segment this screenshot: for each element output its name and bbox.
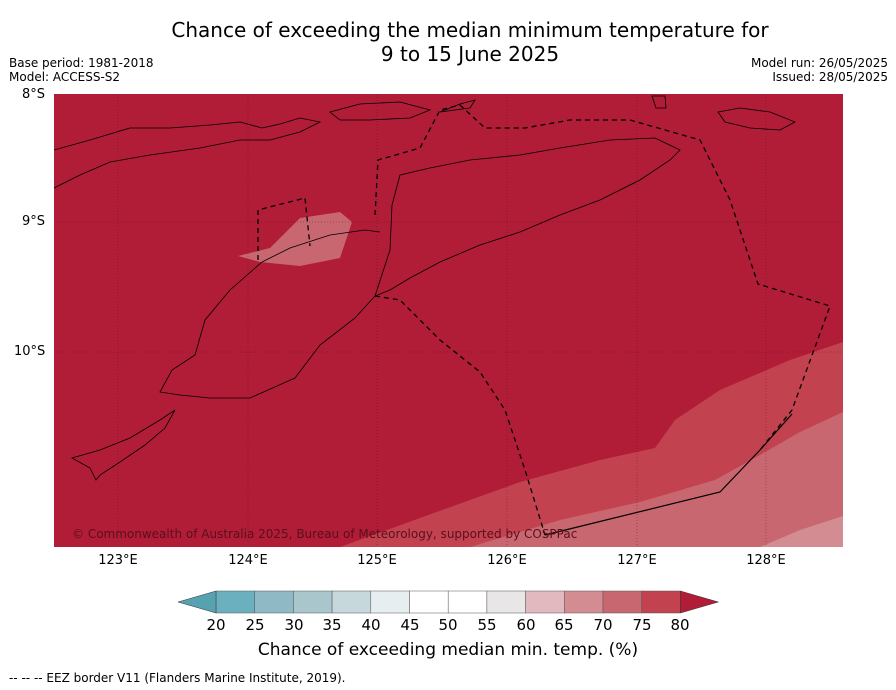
meta-right: Model run: 26/05/2025 Issued: 28/05/2025 [751,56,888,84]
base-period: Base period: 1981-2018 [9,56,154,70]
colorbar-label: 30 [284,616,304,634]
coastline-islands-east [717,107,796,131]
colorbar-label: 65 [554,616,574,634]
title-line-1: Chance of exceeding the median minimum t… [171,18,769,42]
colorbar-segment [370,590,410,614]
lon-label-124e: 124°E [228,553,268,568]
coastline-rote [651,95,667,109]
colorbar-segment [293,590,333,614]
colorbar-segment [254,590,294,614]
title-line-2: 9 to 15 June 2025 [380,42,560,66]
lon-label-126e: 126°E [487,553,527,568]
colorbar-label: 60 [516,616,536,634]
colorbar-segment [331,590,372,614]
colorbar-label: 50 [438,616,458,634]
colorbar-segment [447,590,488,614]
colorbar-label: 20 [206,616,226,634]
colorbar-label: 55 [477,616,497,634]
colorbar-label: 75 [632,616,652,634]
lat-label-9s: 9°S [22,214,46,229]
lon-label-125e: 125°E [357,553,397,568]
eez-legend-note: -- -- -- EEZ border V11 (Flanders Marine… [9,671,346,685]
probability-patch-near-atauro [238,212,352,266]
eez-border-atauro [257,197,311,260]
colorbar-label: 40 [361,616,381,634]
model-run: Model run: 26/05/2025 [750,56,888,70]
colorbar-segment [525,590,565,614]
eez-border-timor-north [374,104,831,451]
colorbar-label: 35 [322,616,342,634]
colorbar-segment [602,590,642,614]
colorbar-segment [409,590,449,614]
coastline-sumba-tip [70,409,176,481]
colorbar-title: Chance of exceeding median min. temp. (%… [257,640,639,660]
colorbar-segment [486,590,526,614]
lon-label-128e: 128°E [746,553,786,568]
coastline-alor [329,101,432,121]
colorbar-label: 80 [670,616,690,634]
coastline-flores [54,117,322,189]
colorbar-label: 45 [400,616,420,634]
colorbar-segment [641,590,681,614]
lat-label-8s: 8°S [22,87,46,102]
lon-label-123e: 123°E [98,553,138,568]
coastline-timor [374,137,681,297]
colorbar [177,590,720,614]
colorbar-segment [215,590,255,614]
colorbar-label: 70 [593,616,613,634]
colorbar-label: 25 [245,616,265,634]
lon-label-127e: 127°E [617,553,657,568]
colorbar-segment [564,590,604,614]
colorbar-extend-high [680,590,720,614]
probability-band-65-70 [760,516,843,547]
probability-band-70-75 [470,412,843,547]
copyright-notice: © Commonwealth of Australia 2025, Bureau… [72,527,577,541]
colorbar-extend-low [177,590,217,614]
meta-left: Base period: 1981-2018 Model: ACCESS-S2 [9,56,154,84]
chart-title: Chance of exceeding the median minimum t… [0,18,896,66]
coastline-timor-south [159,229,381,399]
issued-date: Issued: 28/05/2025 [772,70,888,84]
model-name: Model: ACCESS-S2 [9,70,121,84]
lat-label-10s: 10°S [14,344,46,359]
boundary-solid-south [544,413,793,536]
